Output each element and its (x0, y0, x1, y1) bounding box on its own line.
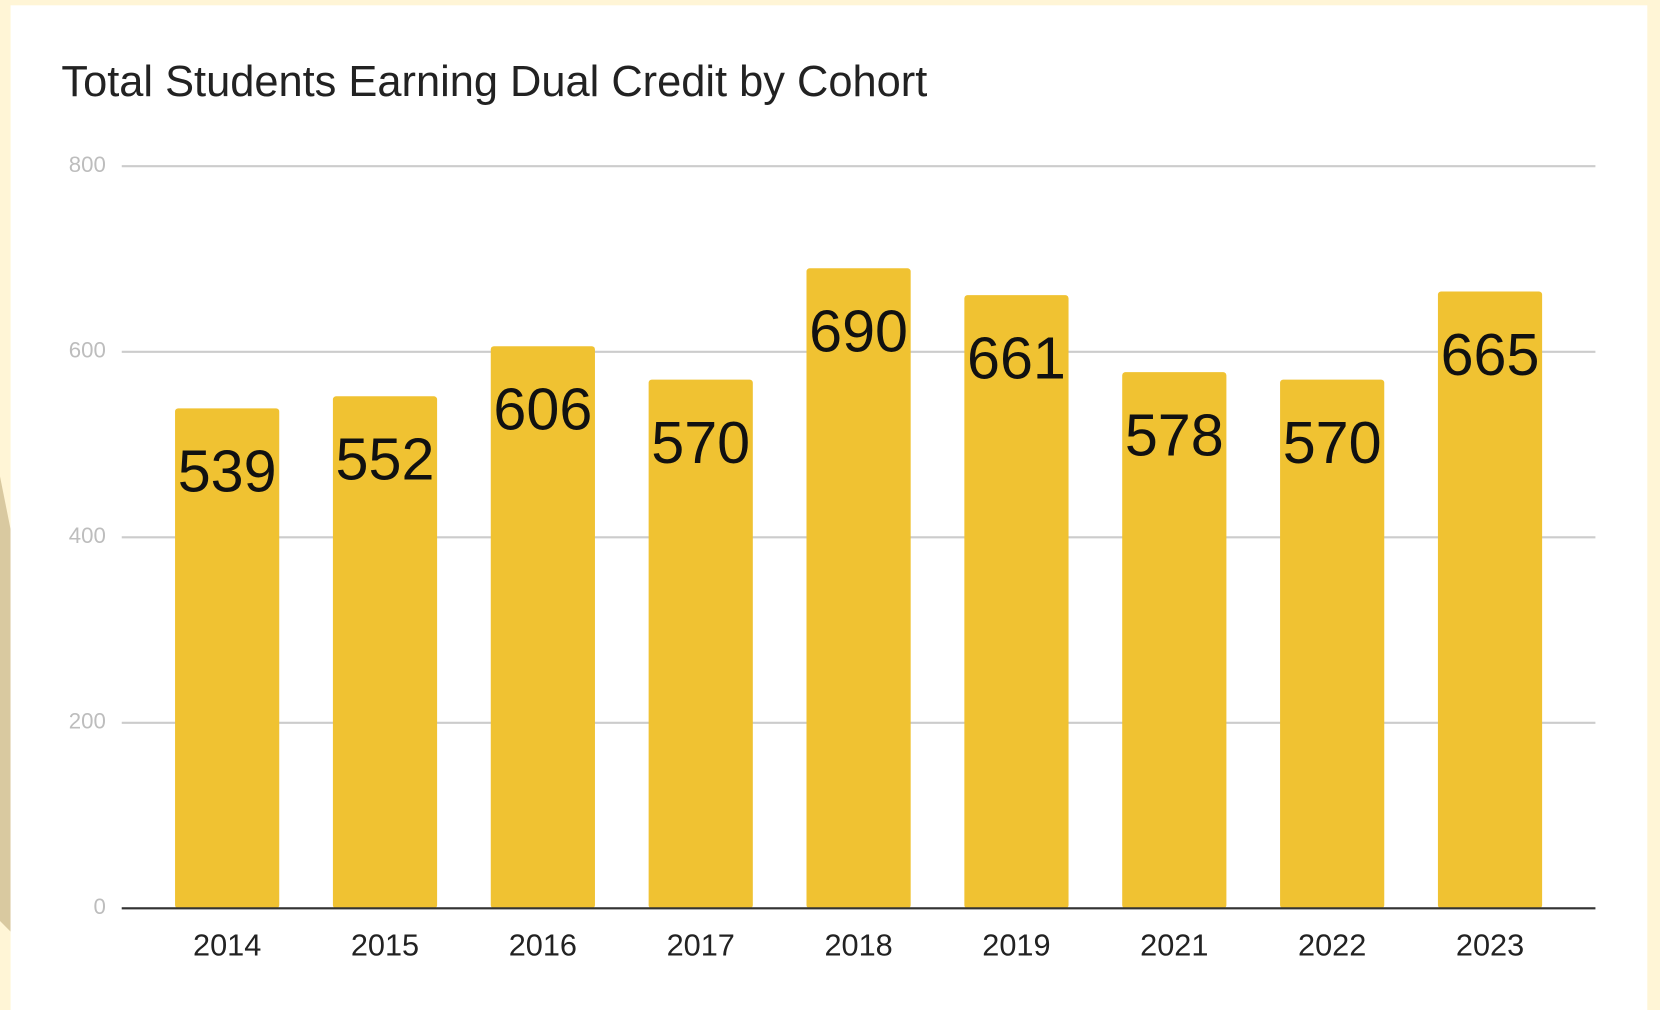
x-tick-label: 2018 (824, 928, 892, 963)
x-tick-label: 2022 (1298, 928, 1366, 963)
data-label: 539 (178, 438, 277, 505)
x-tick-label: 2021 (1140, 928, 1208, 963)
x-tick-label: 2017 (667, 928, 735, 963)
data-label: 552 (336, 426, 435, 493)
bar (1280, 379, 1385, 909)
x-tick-label: 2015 (351, 928, 419, 963)
side-shape (0, 476, 11, 932)
chart-title: Total Students Earning Dual Credit by Co… (61, 58, 927, 106)
data-label: 661 (967, 325, 1066, 392)
bar (1437, 291, 1543, 909)
data-label: 570 (1283, 409, 1382, 476)
y-tick-label: 600 (69, 338, 106, 363)
bar (490, 346, 595, 909)
x-tick-label: 2023 (1456, 928, 1524, 963)
data-label: 665 (1441, 321, 1540, 388)
y-tick-label: 0 (94, 894, 106, 919)
bar (964, 295, 1069, 909)
data-label: 570 (651, 409, 750, 476)
bar (806, 268, 911, 909)
data-label: 578 (1125, 402, 1224, 469)
y-tick-label: 400 (69, 523, 106, 548)
data-label: 690 (809, 298, 908, 365)
bar (332, 396, 438, 909)
bar (175, 408, 280, 909)
data-label: 606 (493, 376, 592, 443)
x-tick-label: 2019 (982, 928, 1050, 963)
bar (1122, 372, 1227, 909)
x-tick-label: 2014 (193, 928, 261, 963)
x-tick-label: 2016 (509, 928, 577, 963)
y-tick-label: 200 (69, 709, 106, 734)
y-tick-label: 800 (69, 152, 106, 177)
bar (648, 379, 753, 909)
